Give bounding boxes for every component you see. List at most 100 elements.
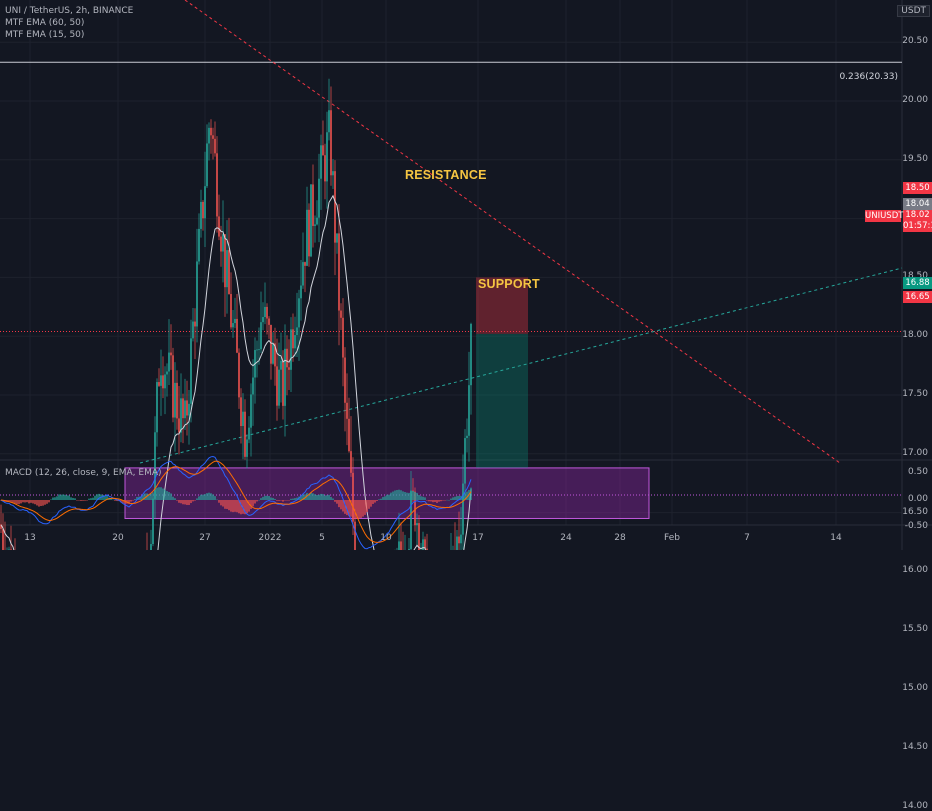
macd-histogram-bar bbox=[160, 487, 162, 500]
symbol-title: UNI / TetherUS, 2h, BINANCE bbox=[5, 6, 134, 16]
candle-body bbox=[178, 418, 180, 433]
candle-body bbox=[310, 184, 312, 257]
indicator-ema-60[interactable]: MTF EMA (60, 50) bbox=[5, 18, 85, 28]
macd-histogram-bar bbox=[236, 500, 238, 513]
take-profit-box[interactable] bbox=[476, 333, 528, 468]
support-trendline[interactable] bbox=[139, 267, 903, 464]
candle-body bbox=[284, 348, 286, 406]
macd-histogram-bar bbox=[172, 496, 174, 500]
macd-histogram-bar bbox=[396, 490, 398, 500]
candle-body bbox=[456, 536, 458, 550]
macd-histogram-bar bbox=[442, 500, 444, 501]
macd-histogram-bar bbox=[8, 500, 10, 502]
candle-body bbox=[294, 335, 296, 349]
support-zone[interactable] bbox=[124, 467, 650, 519]
candle-body bbox=[256, 349, 258, 351]
candle-body bbox=[172, 355, 174, 418]
price-chart[interactable] bbox=[0, 0, 932, 550]
macd-histogram-bar bbox=[16, 500, 18, 505]
candle-body bbox=[262, 317, 264, 323]
candle-body bbox=[326, 132, 328, 182]
candle-body bbox=[334, 171, 336, 243]
macd-histogram-bar bbox=[446, 499, 448, 501]
candle-body bbox=[290, 329, 292, 370]
macd-histogram-bar bbox=[260, 498, 262, 500]
macd-histogram-bar bbox=[12, 500, 14, 503]
macd-histogram-bar bbox=[334, 500, 336, 502]
candle-body bbox=[272, 343, 274, 364]
candle-body bbox=[202, 201, 204, 219]
candle-body bbox=[166, 371, 168, 375]
macd-histogram-bar bbox=[198, 496, 200, 500]
macd-histogram-bar bbox=[308, 493, 310, 500]
macd-histogram-bar bbox=[64, 494, 66, 500]
macd-histogram-bar bbox=[414, 491, 416, 500]
macd-histogram-bar bbox=[230, 500, 232, 512]
macd-histogram-bar bbox=[266, 495, 268, 500]
macd-histogram-bar bbox=[288, 500, 290, 501]
macd-histogram-bar bbox=[324, 495, 326, 500]
candle-body bbox=[170, 352, 172, 356]
date-tick: 17 bbox=[472, 533, 484, 543]
macd-histogram-bar bbox=[356, 500, 358, 519]
macd-histogram-bar bbox=[256, 500, 258, 502]
price-tick: 17.50 bbox=[902, 389, 928, 399]
macd-histogram-bar bbox=[150, 493, 152, 500]
candle-body bbox=[298, 298, 300, 328]
macd-histogram-bar bbox=[72, 497, 74, 500]
candle-body bbox=[338, 233, 340, 311]
ema-line bbox=[0, 194, 472, 550]
macd-histogram-bar bbox=[424, 497, 426, 500]
candle-body bbox=[268, 318, 270, 325]
macd-histogram-bar bbox=[240, 500, 242, 515]
macd-histogram-bar bbox=[358, 500, 360, 519]
macd-histogram-bar bbox=[272, 497, 274, 500]
candle-body bbox=[422, 539, 424, 550]
candle-body bbox=[186, 400, 188, 416]
macd-histogram-bar bbox=[214, 496, 216, 500]
entry-price-tag: 18.04 bbox=[903, 198, 932, 210]
candle-body bbox=[270, 324, 272, 364]
candle-body bbox=[354, 521, 356, 550]
stop-loss-box[interactable] bbox=[476, 277, 528, 334]
bar-countdown: 01:57:1 bbox=[903, 221, 932, 231]
macd-histogram-bar bbox=[134, 498, 136, 500]
candle-body bbox=[314, 224, 316, 226]
candle-body bbox=[194, 321, 196, 327]
candle-body bbox=[188, 403, 190, 416]
indicator-ema-15[interactable]: MTF EMA (15, 50) bbox=[5, 30, 85, 40]
macd-histogram-bar bbox=[380, 498, 382, 500]
macd-histogram-bar bbox=[402, 491, 404, 500]
resistance-label: RESISTANCE bbox=[405, 168, 487, 182]
candle-body bbox=[300, 285, 302, 299]
candle-body bbox=[208, 127, 210, 144]
macd-histogram-bar bbox=[94, 495, 96, 500]
macd-histogram-bar bbox=[364, 500, 366, 515]
candle-body bbox=[204, 186, 206, 219]
symbol-legend[interactable]: UNI / TetherUS, 2h, BINANCE MTF EMA (60,… bbox=[5, 5, 133, 41]
macd-histogram-bar bbox=[166, 491, 168, 500]
candle-body bbox=[320, 145, 322, 179]
resistance-trendline[interactable] bbox=[184, 0, 841, 464]
macd-histogram-bar bbox=[300, 495, 302, 500]
candle-body bbox=[260, 322, 262, 350]
macd-legend[interactable]: MACD (12, 26, close, 9, EMA, EMA) bbox=[5, 468, 162, 478]
candle-body bbox=[342, 317, 344, 358]
date-tick: 5 bbox=[319, 533, 325, 543]
candle-body bbox=[196, 261, 198, 327]
currency-label[interactable]: USDT bbox=[897, 5, 930, 17]
macd-histogram-bar bbox=[32, 500, 34, 504]
macd-histogram-bar bbox=[62, 494, 64, 500]
symbol-tag: UNIUSDT bbox=[865, 210, 904, 222]
macd-histogram-bar bbox=[378, 499, 380, 500]
macd-histogram-bar bbox=[312, 493, 314, 500]
macd-histogram-bar bbox=[98, 493, 100, 500]
candle-body bbox=[316, 217, 318, 225]
candle-body bbox=[416, 523, 418, 526]
candle-body bbox=[322, 145, 324, 156]
candle-body bbox=[424, 539, 426, 549]
macd-histogram-bar bbox=[248, 500, 250, 512]
macd-histogram-bar bbox=[432, 500, 434, 503]
macd-histogram-bar bbox=[30, 500, 32, 503]
